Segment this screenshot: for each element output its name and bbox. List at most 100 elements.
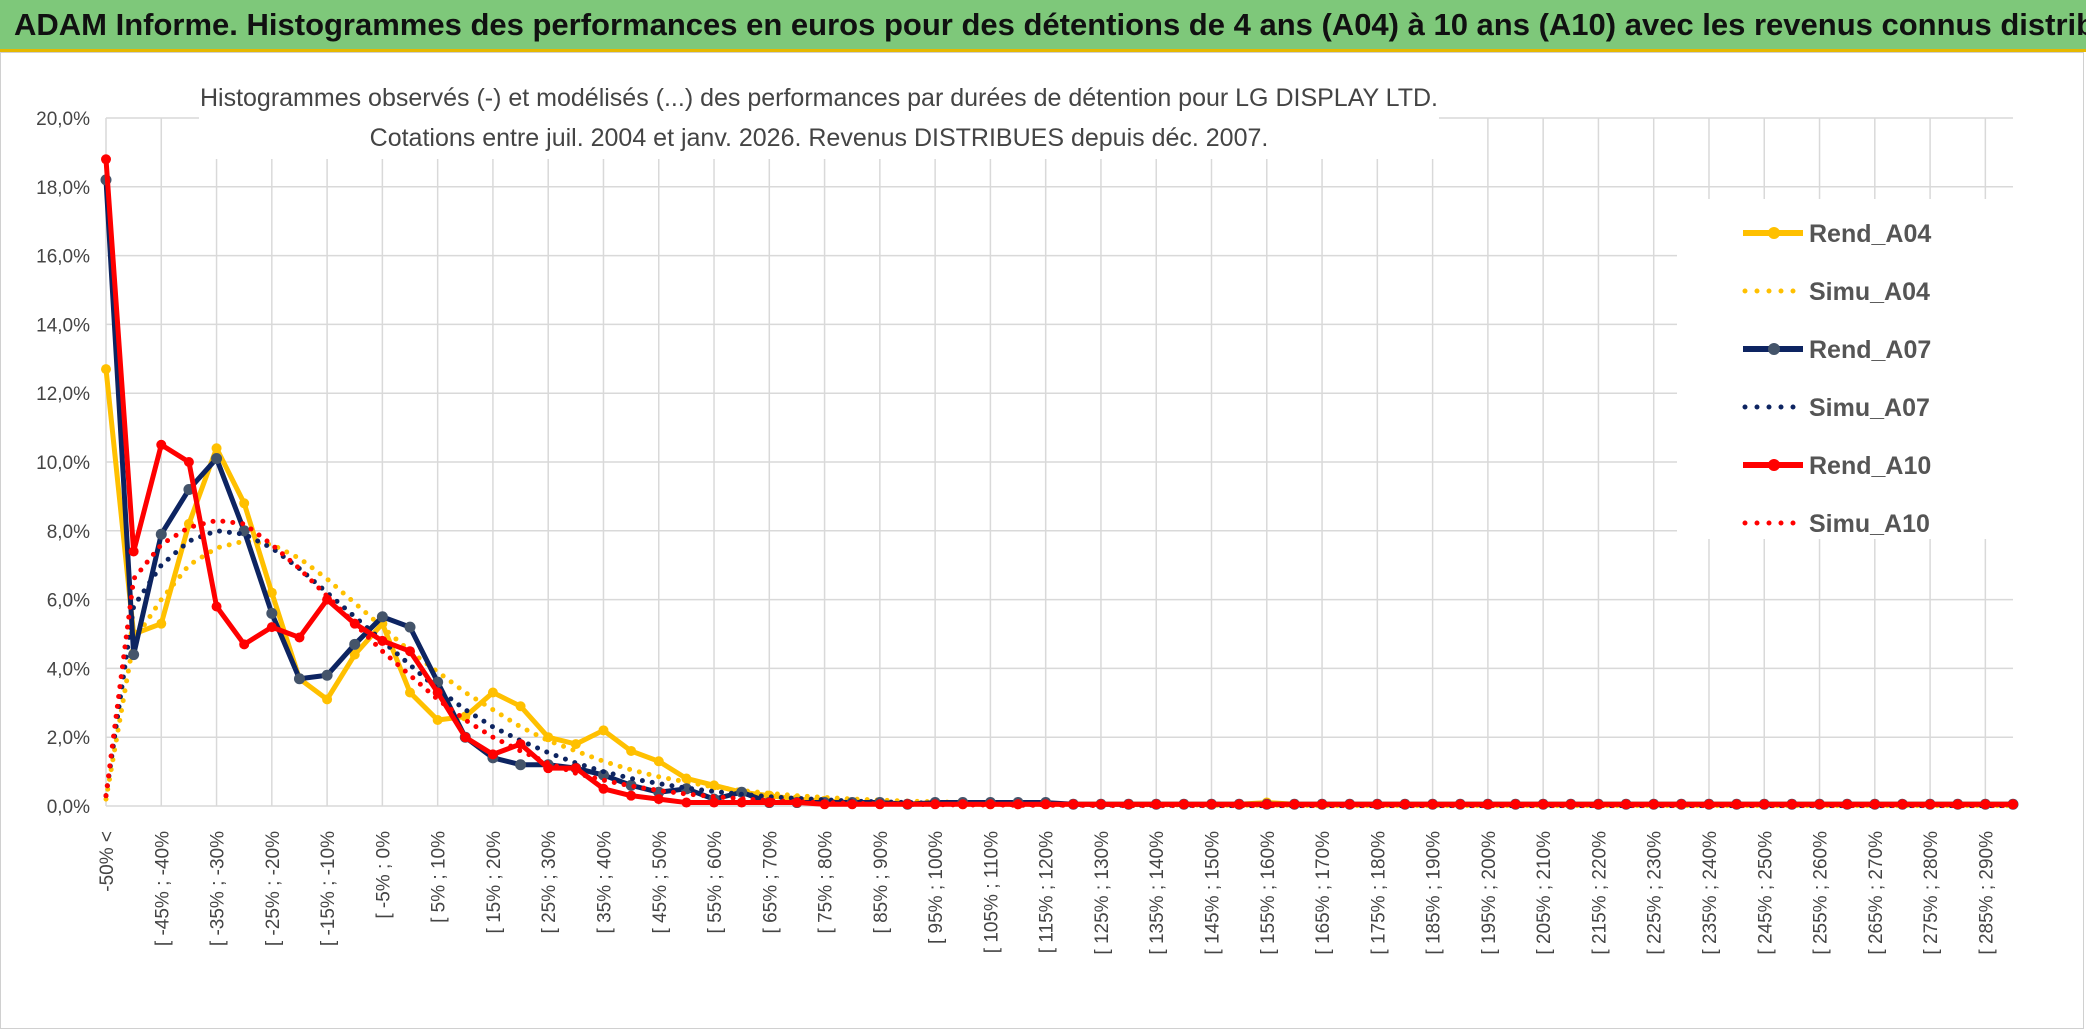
data-point <box>211 453 223 465</box>
y-tick-label: 6,0% <box>47 591 90 612</box>
data-point <box>405 687 416 698</box>
legend-item-Rend_A04: Rend_A04 <box>1743 220 1931 248</box>
data-point <box>239 639 250 650</box>
x-tick-label: [ -35% ; -30% <box>208 831 229 946</box>
data-point <box>598 783 609 794</box>
data-point <box>266 607 278 619</box>
data-point <box>1482 799 1493 810</box>
y-tick-label: 14,0% <box>36 315 90 336</box>
data-point <box>709 797 720 808</box>
data-point <box>155 528 167 540</box>
x-tick-label: [ 15% ; 20% <box>484 831 505 934</box>
chart-title-box: Histogrammes observés (-) et modélisés (… <box>199 77 1439 159</box>
x-tick-label: [ 275% ; 280% <box>1921 831 1942 955</box>
x-tick-label: [ 5% ; 10% <box>429 831 450 923</box>
x-tick-label: [ 65% ; 70% <box>760 831 781 934</box>
data-point <box>515 759 527 771</box>
x-tick-label: [ 185% ; 190% <box>1424 831 1445 955</box>
y-axis: 0,0% 2,0% 4,0% 6,0% 8,0% 10,0% 12,0% 14,0% 16,0%… <box>36 109 90 818</box>
data-point <box>570 763 581 774</box>
data-point <box>902 799 913 810</box>
chart: 0,0% 2,0% 4,0% 6,0% 8,0% 10,0% 12,0% 14,0% 16,0%… <box>36 77 2019 955</box>
data-point <box>404 621 416 633</box>
x-tick-label: [ -25% ; -20% <box>263 831 284 946</box>
x-tick-label: [ 175% ; 180% <box>1368 831 1389 955</box>
data-point <box>570 739 581 750</box>
y-tick-label: 12,0% <box>36 384 90 405</box>
series-Simu_A04 <box>103 538 2016 809</box>
y-tick-label: 18,0% <box>36 178 90 199</box>
data-point <box>128 546 139 557</box>
x-tick-label: [ 235% ; 240% <box>1700 831 1721 955</box>
data-point <box>487 749 498 760</box>
series-lines <box>100 154 2019 810</box>
x-tick-label: [ 85% ; 90% <box>871 831 892 934</box>
legend-label: Rend_A07 <box>1809 336 1931 364</box>
legend-item-Simu_A04: Simu_A04 <box>1742 278 1930 306</box>
x-tick-label: [ 115% ; 120% <box>1037 831 1058 953</box>
data-point <box>598 725 609 736</box>
data-point <box>183 457 194 467</box>
data-point <box>653 756 664 767</box>
data-point <box>653 794 664 805</box>
x-tick-label: [ 105% ; 110% <box>981 831 1002 953</box>
chart-frame: 0,0% 2,0% 4,0% 6,0% 8,0% 10,0% 12,0% 14,0% 16,0%… <box>0 52 2084 1029</box>
x-tick-label: [ 285% ; 290% <box>1976 831 1997 955</box>
x-tick-label: [ -15% ; -10% <box>318 831 339 946</box>
data-point <box>1013 799 1024 810</box>
x-tick-label: [ 255% ; 260% <box>1811 831 1832 955</box>
legend-label: Rend_A04 <box>1809 220 1931 248</box>
x-tick-label: [ 75% ; 80% <box>816 831 837 934</box>
x-tick-label: [ 25% ; 30% <box>539 831 560 934</box>
chart-title: Histogrammes observés (-) et modélisés (… <box>200 84 1438 112</box>
y-tick-label: 8,0% <box>47 522 90 543</box>
legend-label: Simu_A07 <box>1809 394 1930 422</box>
x-tick-label: [ 95% ; 100% <box>926 831 947 944</box>
x-tick-label: [ 265% ; 270% <box>1866 831 1887 955</box>
y-tick-label: 10,0% <box>36 453 90 474</box>
x-tick-label: -50% < <box>97 831 118 892</box>
data-point <box>321 669 333 681</box>
y-tick-label: 0,0% <box>47 797 90 818</box>
data-point <box>128 649 140 661</box>
data-point <box>349 638 361 650</box>
data-point <box>266 587 277 598</box>
data-point <box>239 498 250 509</box>
series-line <box>103 159 2013 807</box>
x-tick-label: [ 45% ; 50% <box>650 831 671 934</box>
legend-marker <box>1768 459 1780 471</box>
data-point <box>405 646 416 657</box>
series-line <box>103 538 2016 809</box>
x-tick-label: [ 165% ; 170% <box>1313 831 1334 955</box>
legend-label: Rend_A10 <box>1809 452 1931 480</box>
legend: Rend_A04 Simu_A04 Rend_A07 Simu_A07 Rend_A10… <box>1677 199 2017 539</box>
title-background <box>199 77 1439 159</box>
x-tick-label: [ 155% ; 160% <box>1258 831 1279 955</box>
y-tick-label: 20,0% <box>36 109 90 130</box>
data-point <box>211 601 222 612</box>
series-Simu_A10 <box>103 517 2016 809</box>
x-tick-label: [ -5% ; 0% <box>373 831 394 919</box>
data-point <box>681 797 692 808</box>
data-point <box>101 154 111 165</box>
data-point <box>377 635 388 646</box>
legend-label: Simu_A10 <box>1809 510 1930 538</box>
y-tick-label: 2,0% <box>47 728 90 749</box>
data-point <box>432 715 443 725</box>
data-point <box>293 673 305 685</box>
data-point <box>515 701 526 712</box>
legend-label: Simu_A04 <box>1809 278 1930 306</box>
x-tick-label: [ 135% ; 140% <box>1147 831 1168 955</box>
data-point <box>597 769 609 781</box>
chart-subtitle: Cotations entre juil. 2004 et janv. 2026… <box>370 124 1269 152</box>
x-tick-label: [ 35% ; 40% <box>594 831 615 934</box>
data-point <box>156 439 167 450</box>
data-point <box>460 732 471 743</box>
series-line <box>103 517 2016 809</box>
data-point <box>322 694 333 705</box>
legend-marker <box>1768 343 1780 355</box>
x-tick-label: [ 55% ; 60% <box>705 831 726 934</box>
x-tick-label: [ 195% ; 200% <box>1479 831 1500 955</box>
data-point <box>266 622 277 633</box>
data-point <box>294 632 305 643</box>
